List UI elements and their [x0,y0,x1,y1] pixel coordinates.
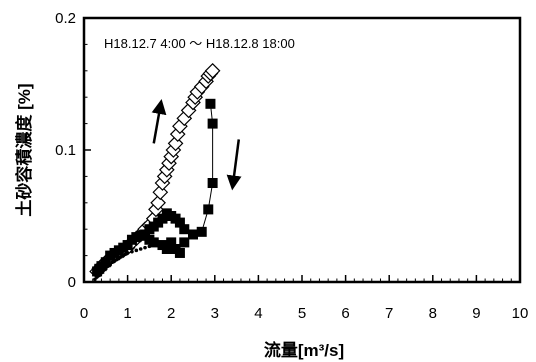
x-tick-label: 2 [167,305,175,322]
dot-point [130,249,134,254]
square-point [170,244,181,254]
arrow-down [226,139,242,191]
square-point [144,234,155,245]
x-tick-label: 7 [385,305,393,322]
dot-point [134,248,139,253]
x-tick-label: 1 [123,305,131,322]
square-point [161,244,172,254]
x-axis-label: 流量[m³/s] [264,340,344,360]
dot-point [143,245,147,250]
y-axis-label: 土砂容積濃度 [%] [14,83,34,216]
dot-point [108,263,112,267]
x-tick-label: 10 [512,305,529,322]
dot-point [138,247,143,251]
series-line [96,103,214,272]
dot-point [151,243,156,247]
dot-point [97,273,102,278]
y-tick-label: 0.2 [55,10,76,27]
dot-point [104,267,108,271]
x-tick-label: 0 [80,305,88,322]
square-point [179,237,190,248]
x-tick-label: 4 [254,305,262,322]
series-dot-small [93,243,156,282]
diamond-point [204,62,221,79]
y-tick-label: 0.1 [55,142,76,159]
diamond-point [150,194,166,211]
square-point [166,237,177,248]
x-tick-label: 8 [429,305,437,322]
x-tick-label: 6 [341,305,349,322]
annotation: H18.12.7 4:00 ～ H18.12.8 18:00 [104,36,295,51]
dot-point [147,244,152,249]
dot-point [125,251,130,255]
y-tick-label: 0 [68,274,76,291]
x-tick-label: 3 [211,305,219,322]
dot-point [99,270,104,275]
arrow-up [151,99,167,144]
dot-point [93,277,97,282]
x-tick-label: 5 [298,305,306,322]
series-square-filled [92,98,218,277]
x-tick-label: 9 [472,305,480,322]
